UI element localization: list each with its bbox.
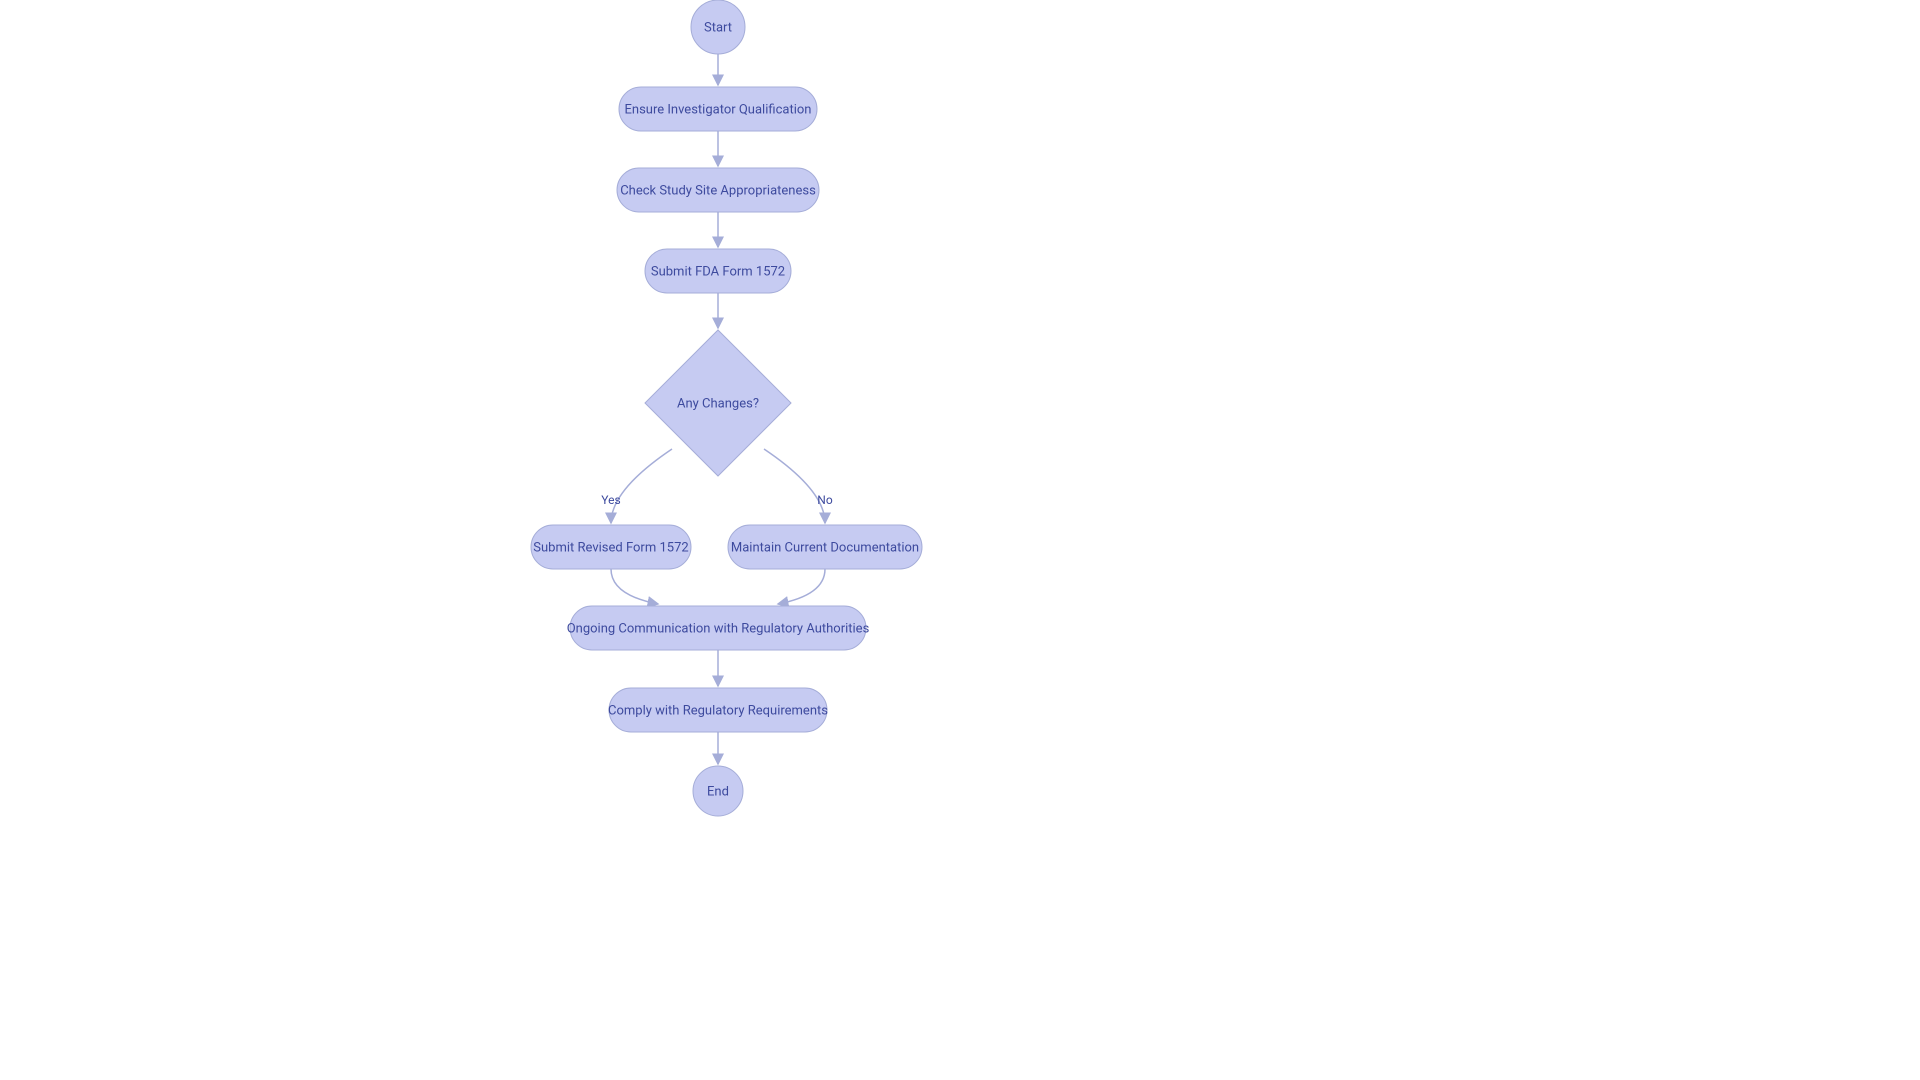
edge-label-yes: Yes — [601, 493, 620, 507]
node-comply-label: Comply with Regulatory Requirements — [608, 703, 828, 718]
node-submit-label: Submit FDA Form 1572 — [651, 264, 785, 279]
node-start-label: Start — [704, 20, 732, 35]
node-ensure-label: Ensure Investigator Qualification — [625, 102, 812, 117]
edge-changes-maintain — [764, 449, 825, 523]
node-revised-label: Submit Revised Form 1572 — [533, 540, 688, 555]
node-end-label: End — [707, 784, 729, 799]
node-maintain-label: Maintain Current Documentation — [731, 540, 919, 555]
flowchart-canvas: Yes No Start Ensure Investigator Qualifi… — [0, 0, 1920, 1080]
edge-maintain-ongoing — [778, 569, 825, 604]
edge-label-no: No — [817, 493, 833, 507]
edge-changes-revised — [611, 449, 672, 523]
edge-revised-ongoing — [611, 569, 658, 604]
node-check-label: Check Study Site Appropriateness — [620, 183, 816, 198]
node-changes-label: Any Changes? — [677, 396, 759, 411]
node-ongoing-label: Ongoing Communication with Regulatory Au… — [567, 621, 870, 636]
